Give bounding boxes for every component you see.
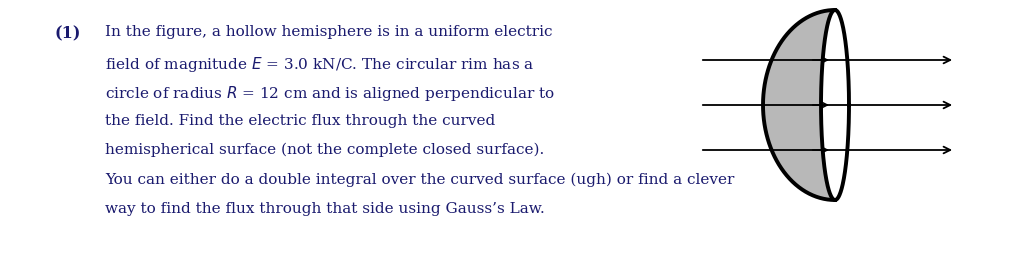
Text: hemispherical surface (not the complete closed surface).: hemispherical surface (not the complete … — [105, 143, 544, 157]
Text: field of magnitude $\it{E}$ = 3.0 kN/C. The circular rim has a: field of magnitude $\it{E}$ = 3.0 kN/C. … — [105, 55, 535, 74]
Text: You can either do a double integral over the curved surface (ugh) or find a clev: You can either do a double integral over… — [105, 172, 735, 187]
Text: In the figure, a hollow hemisphere is in a uniform electric: In the figure, a hollow hemisphere is in… — [105, 25, 552, 39]
Text: way to find the flux through that side using Gauss’s Law.: way to find the flux through that side u… — [105, 202, 545, 216]
Polygon shape — [763, 10, 849, 200]
Text: circle of radius $\it{R}$ = 12 cm and is aligned perpendicular to: circle of radius $\it{R}$ = 12 cm and is… — [105, 84, 555, 103]
Text: (1): (1) — [55, 25, 82, 42]
Text: the field. Find the electric flux through the curved: the field. Find the electric flux throug… — [105, 114, 495, 127]
Polygon shape — [821, 10, 849, 200]
